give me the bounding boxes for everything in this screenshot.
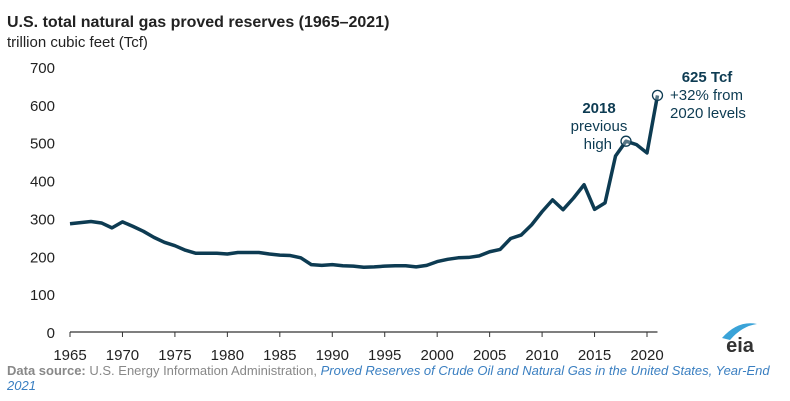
x-tick-label: 2005: [473, 347, 506, 364]
x-tick-label: 1990: [316, 347, 349, 364]
annotation-marker: [651, 89, 664, 102]
annotation-2021-line: 2020 levels: [670, 105, 746, 122]
y-tick-label: 700: [30, 60, 55, 77]
y-tick-label: 500: [30, 136, 55, 153]
data-source-org: U.S. Energy Information Administration,: [89, 363, 317, 378]
data-source: Data source: U.S. Energy Information Adm…: [7, 363, 777, 393]
x-tick-label: 2010: [525, 347, 558, 364]
x-tick-label: 1965: [53, 347, 86, 364]
x-tick-label: 1995: [368, 347, 401, 364]
annotation-2018-title: 2018: [582, 100, 615, 117]
data-source-link[interactable]: Proved Reserves of Crude Oil and Natural…: [7, 363, 770, 393]
y-tick-label: 300: [30, 211, 55, 228]
y-tick-label: 200: [30, 249, 55, 266]
annotation-marker: [620, 135, 632, 147]
annotation-2021-line: +32% from: [670, 87, 743, 104]
x-tick-label: 2000: [420, 347, 453, 364]
annotation-2018-line: high: [584, 136, 612, 153]
x-tick-label: 1970: [106, 347, 139, 364]
y-tick-label: 100: [30, 287, 55, 304]
x-tick-label: 2015: [578, 347, 611, 364]
y-tick-label: 400: [30, 174, 55, 191]
x-tick-label: 1975: [158, 347, 191, 364]
y-tick-label: 0: [47, 325, 55, 342]
x-tick-label: 1985: [263, 347, 296, 364]
annotation-2018-line: previous: [571, 118, 628, 135]
y-tick-label: 600: [30, 98, 55, 115]
eia-logo: eia: [726, 335, 755, 357]
data-source-label: Data source:: [7, 363, 86, 378]
y-axis-label: trillion cubic feet (Tcf): [7, 34, 148, 51]
x-tick-label: 1980: [211, 347, 244, 364]
x-tick-label: 2020: [630, 347, 663, 364]
series-line: [69, 95, 660, 270]
eia-logo-swoosh-icon: [722, 323, 757, 340]
chart-title: U.S. total natural gas proved reserves (…: [7, 14, 390, 31]
annotation-2021-title: 625 Tcf: [682, 69, 734, 86]
